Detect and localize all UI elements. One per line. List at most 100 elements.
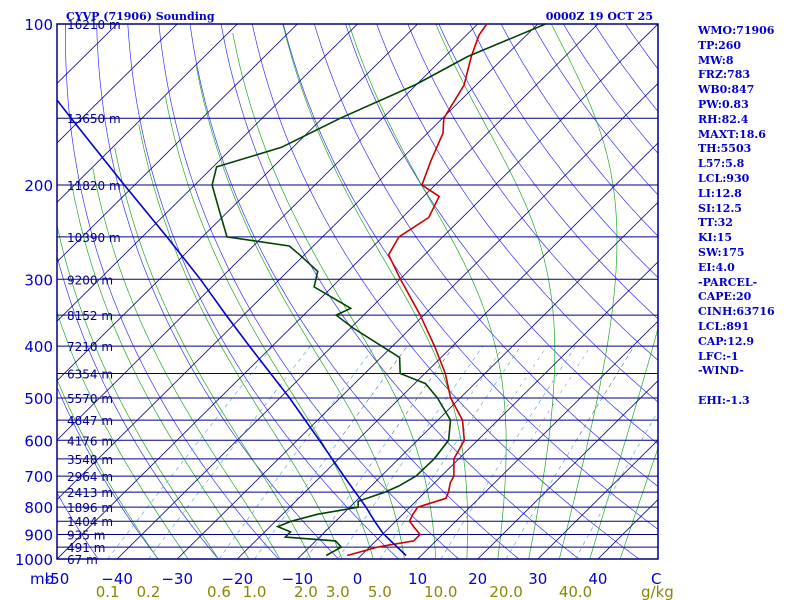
index-row: CAPE:20 — [698, 290, 752, 304]
chart-title: CYVP (71906) Sounding — [66, 10, 215, 23]
plot-frame — [56, 23, 659, 560]
index-row: FRZ:783 — [698, 68, 751, 82]
height-label: 3548 m — [67, 453, 113, 467]
temperature-tick-label: 40 — [588, 570, 607, 588]
height-label: 4176 m — [67, 434, 113, 448]
dry-adiabat-line — [65, 24, 279, 559]
mixing-ratio-tick-label: 2.0 — [294, 583, 318, 600]
dewpoint-trace — [211, 24, 546, 557]
mixing-ratio-tick-label: 0.6 — [207, 583, 231, 600]
pressure-tick-labels: 100 200 300 400 500 600 700 800 900 1000 — [15, 16, 53, 569]
index-row: RH:82.4 — [698, 112, 749, 126]
moist-adiabat-line — [589, 326, 658, 559]
dry-adiabat-line — [57, 386, 159, 559]
indices-panel: WMO:71906 TP:260 MW:8 FRZ:783 WB0:847 PW:0.83… — [698, 24, 798, 409]
dry-adiabat-line — [96, 24, 340, 559]
pressure-tick-label: 600 — [24, 432, 53, 450]
isotherm-line — [357, 261, 658, 559]
index-row: SW:175 — [698, 245, 745, 259]
dry-adiabat-line — [251, 24, 640, 559]
moist-adiabat-line — [114, 147, 312, 559]
index-row: CAP:12.9 — [698, 334, 755, 348]
mixing-ratio-unit: g/kg — [641, 583, 674, 600]
index-row: CINH:63716 — [698, 305, 775, 319]
height-label: 8152 m — [67, 309, 113, 323]
temperature-tick-label: 10 — [408, 570, 427, 588]
height-label: 2413 m — [67, 486, 113, 500]
temperature-tick-label: -50 — [45, 570, 70, 588]
mixing-ratio-tick-labels: 0.1 0.2 0.6 1.0 2.0 3.0 5.0 10.0 20.0 40.0 — [96, 583, 593, 600]
dry-adiabat-line — [57, 492, 99, 559]
height-label: 16210 m — [67, 18, 121, 32]
pressure-tick-label: 800 — [24, 499, 53, 517]
index-row: -WIND- — [698, 364, 744, 378]
height-label: 491 m — [67, 541, 105, 555]
moist-adiabat-line — [348, 24, 507, 559]
height-label: 2964 m — [67, 470, 113, 484]
height-label: 935 m — [67, 529, 105, 543]
temperature-tick-label: 0 — [353, 570, 363, 588]
mixing-ratio-tick-label: 0.1 — [96, 583, 120, 600]
index-row: EI:4.0 — [698, 260, 735, 274]
temperature-tick-label: −30 — [161, 570, 193, 588]
isotherms — [57, 24, 658, 559]
index-row: TH:5503 — [698, 142, 752, 156]
isotherm-line — [537, 439, 658, 559]
temperature-tick-label: −40 — [101, 570, 133, 588]
pressure-tick-label: 700 — [24, 468, 53, 486]
dry-adiabat-line — [407, 24, 658, 361]
isotherm-line — [417, 320, 658, 559]
index-row: MAXT:18.6 — [698, 127, 766, 141]
height-label: 1896 m — [67, 501, 113, 515]
isotherm-line — [57, 24, 418, 382]
dry-adiabat-line — [158, 24, 460, 559]
temperature-tick-labels: -50 −40 −30 −20 −10 0 10 20 30 40 — [45, 570, 608, 588]
index-row: EHI:-1.3 — [698, 393, 750, 407]
isotherm-line — [297, 201, 658, 559]
isobars — [57, 23, 658, 560]
dry-adiabat-line — [282, 24, 658, 530]
pressure-tick-label: 100 — [24, 16, 53, 34]
index-row: L57:5.8 — [698, 157, 745, 171]
moist-adiabat-line — [57, 378, 159, 559]
index-row: SI:12.5 — [698, 201, 742, 215]
temperature-trace — [346, 24, 488, 557]
height-label: 11820 m — [67, 179, 121, 193]
moist-adiabat-line — [619, 447, 658, 559]
height-label: 1404 m — [67, 515, 113, 529]
moist-adiabat-line — [435, 24, 556, 559]
dry-adiabat-line — [127, 24, 400, 559]
dry-adiabat-line — [438, 24, 658, 320]
pressure-tick-label: 900 — [24, 527, 53, 545]
index-row: PW:0.83 — [698, 97, 749, 111]
index-row: LCL:930 — [698, 171, 750, 185]
index-row — [698, 379, 798, 394]
index-row: WMO:71906 — [698, 24, 775, 37]
index-row: LFC:-1 — [698, 349, 739, 363]
dry-adiabat-line — [345, 24, 658, 445]
dry-adiabat-line — [376, 24, 658, 403]
moist-adiabat-line — [164, 95, 374, 559]
temperature-tick-label: 20 — [468, 570, 487, 588]
index-row: KI:15 — [698, 231, 733, 245]
pressure-tick-label: 200 — [24, 177, 53, 195]
temperature-tick-label: 30 — [528, 570, 547, 588]
mixing-ratio-line — [338, 345, 408, 441]
isotherm-line — [57, 24, 298, 263]
mixing-ratio-line — [387, 345, 455, 441]
pressure-tick-label: 500 — [24, 390, 53, 408]
isotherm-line — [57, 24, 238, 203]
moist-adiabat-line — [92, 168, 281, 559]
height-label: 5570 m — [67, 392, 113, 406]
height-label: 67 m — [67, 553, 98, 567]
isotherm-line — [477, 380, 658, 559]
mixing-ratio-tick-label: 40.0 — [559, 583, 592, 600]
dry-adiabat-line — [469, 24, 658, 279]
index-row: LCL:891 — [698, 319, 750, 333]
height-label: 7210 m — [67, 340, 113, 354]
isotherm-line — [57, 24, 178, 144]
height-labels: 16210 m 13650 m 11820 m 10390 m 9200 m 8152 m… — [67, 18, 121, 567]
moist-adiabat-line — [57, 223, 219, 559]
index-row: LI:12.8 — [698, 186, 742, 200]
